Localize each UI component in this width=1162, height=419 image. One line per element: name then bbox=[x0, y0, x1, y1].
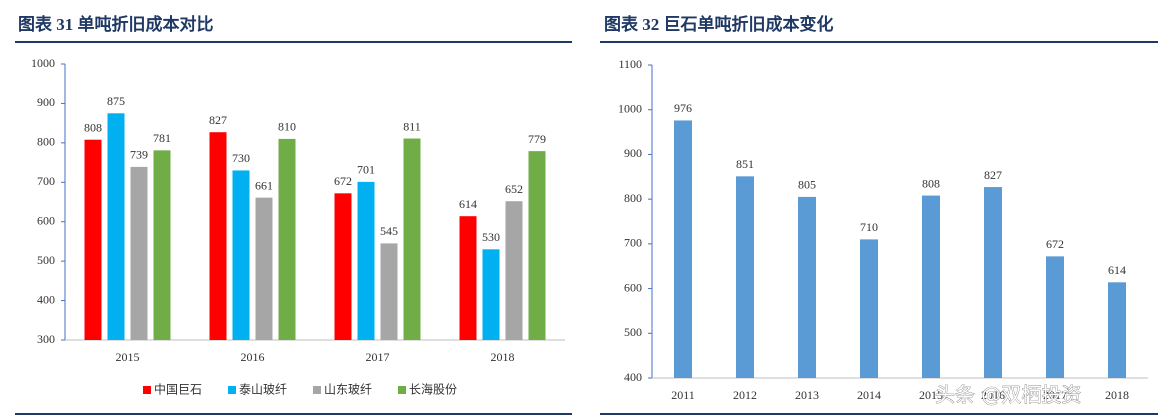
value-label: 730 bbox=[232, 151, 250, 165]
x-tick-label: 2011 bbox=[671, 388, 695, 402]
bar bbox=[357, 181, 375, 340]
legend-swatch bbox=[228, 386, 236, 394]
bar bbox=[922, 195, 940, 378]
value-label: 530 bbox=[482, 230, 500, 244]
value-label: 781 bbox=[153, 131, 171, 145]
legend-swatch bbox=[313, 386, 321, 394]
bar bbox=[107, 113, 125, 341]
legend-label: 长海股份 bbox=[409, 382, 457, 397]
y-tick-label: 900 bbox=[624, 146, 642, 160]
bar bbox=[1108, 282, 1126, 378]
value-label: 672 bbox=[334, 174, 352, 188]
x-tick-label: 2015 bbox=[116, 350, 140, 364]
value-label: 805 bbox=[798, 178, 816, 192]
value-label: 811 bbox=[403, 119, 421, 133]
legend-label: 山东玻纤 bbox=[324, 383, 372, 397]
bar bbox=[459, 216, 477, 340]
bar bbox=[255, 197, 273, 340]
bar bbox=[209, 132, 227, 340]
x-tick-label: 2012 bbox=[733, 388, 757, 402]
bar bbox=[130, 166, 148, 340]
bar bbox=[278, 138, 296, 340]
value-label: 810 bbox=[278, 120, 296, 134]
bar bbox=[528, 151, 546, 340]
y-tick-label: 800 bbox=[624, 191, 642, 205]
value-label: 701 bbox=[357, 163, 375, 177]
bar bbox=[380, 243, 398, 340]
y-tick-label: 600 bbox=[624, 280, 642, 294]
value-label: 672 bbox=[1046, 237, 1064, 251]
value-label: 661 bbox=[255, 178, 273, 192]
x-tick-label: 2017 bbox=[1043, 388, 1067, 402]
y-tick-label: 400 bbox=[37, 292, 55, 306]
bar bbox=[403, 138, 421, 340]
y-tick-label: 700 bbox=[37, 174, 55, 188]
bar bbox=[334, 193, 352, 340]
value-label: 808 bbox=[84, 120, 102, 134]
bar bbox=[232, 170, 250, 340]
bar bbox=[860, 239, 878, 378]
legend-label: 中国巨石 bbox=[154, 382, 202, 397]
x-tick-label: 2015 bbox=[919, 388, 943, 402]
value-label: 976 bbox=[674, 101, 692, 115]
bar bbox=[84, 139, 102, 340]
bar bbox=[153, 150, 171, 340]
chart-title: 图表 32 巨石单吨折旧成本变化 bbox=[604, 14, 834, 34]
y-tick-label: 300 bbox=[37, 332, 55, 346]
value-label: 827 bbox=[209, 113, 227, 127]
x-tick-label: 2014 bbox=[857, 388, 881, 402]
value-label: 808 bbox=[922, 176, 940, 190]
legend-swatch bbox=[143, 386, 151, 394]
value-label: 652 bbox=[505, 182, 523, 196]
x-tick-label: 2013 bbox=[795, 388, 819, 402]
value-label: 614 bbox=[459, 197, 477, 211]
x-tick-label: 2016 bbox=[241, 350, 265, 364]
y-tick-label: 900 bbox=[37, 95, 55, 109]
value-label: 875 bbox=[107, 94, 125, 108]
x-tick-label: 2016 bbox=[981, 388, 1005, 402]
x-tick-label: 2017 bbox=[366, 350, 390, 364]
chart-title: 图表 31 单吨折旧成本对比 bbox=[18, 14, 214, 34]
value-label: 827 bbox=[984, 168, 1002, 182]
x-tick-label: 2018 bbox=[491, 350, 515, 364]
bar bbox=[482, 249, 500, 340]
y-tick-label: 400 bbox=[624, 370, 642, 384]
bar bbox=[1046, 256, 1064, 378]
watermark: 头条 @双栖投资 bbox=[935, 383, 1081, 407]
x-tick-label: 2018 bbox=[1105, 388, 1129, 402]
y-tick-label: 500 bbox=[37, 253, 55, 267]
y-tick-label: 500 bbox=[624, 325, 642, 339]
legend-label: 泰山玻纤 bbox=[239, 383, 287, 397]
legend-swatch bbox=[398, 386, 406, 394]
y-tick-label: 1100 bbox=[618, 57, 642, 71]
value-label: 545 bbox=[380, 224, 398, 238]
bar bbox=[674, 120, 692, 379]
y-tick-label: 1000 bbox=[31, 56, 55, 70]
bar bbox=[505, 201, 523, 340]
y-tick-label: 600 bbox=[37, 213, 55, 227]
value-label: 739 bbox=[130, 148, 148, 162]
y-tick-label: 700 bbox=[624, 236, 642, 250]
value-label: 779 bbox=[528, 132, 546, 146]
bar bbox=[798, 196, 816, 378]
value-label: 851 bbox=[736, 157, 754, 171]
value-label: 710 bbox=[860, 220, 878, 234]
bar bbox=[736, 176, 754, 378]
y-tick-label: 1000 bbox=[618, 101, 642, 115]
value-label: 614 bbox=[1108, 263, 1126, 277]
y-tick-label: 800 bbox=[37, 135, 55, 149]
bar bbox=[984, 187, 1002, 378]
